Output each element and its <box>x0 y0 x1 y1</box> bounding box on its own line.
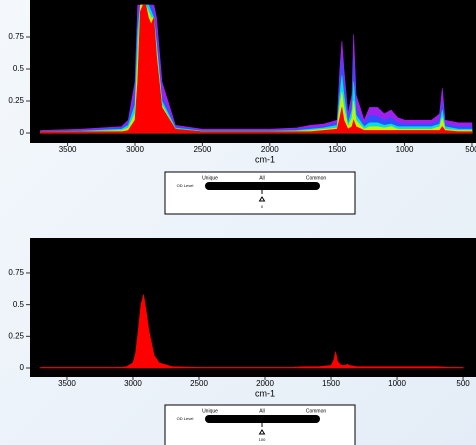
y-tick-label: 0.75 <box>8 268 24 277</box>
x-tick-label: 3500 <box>58 379 76 388</box>
scale-label: All <box>259 408 265 414</box>
scale-label: Unique <box>202 408 218 414</box>
od-label: OD Level <box>177 416 194 421</box>
spectra <box>40 294 464 369</box>
spectrum-area <box>40 4 473 134</box>
x-axis-label: cm-1 <box>255 154 275 164</box>
x-tick-label: 3000 <box>126 145 144 154</box>
x-tick-label: 1500 <box>322 379 340 388</box>
plot-area <box>30 238 476 377</box>
x-tick-label: 2000 <box>261 145 279 154</box>
x-tick-label: 2500 <box>193 145 211 154</box>
y-tick-label: 0.5 <box>13 300 25 309</box>
y-tick-label: 0.25 <box>8 96 24 105</box>
od-value: 100 <box>259 437 266 442</box>
y-tick-label: 0.75 <box>8 32 24 41</box>
x-tick-label: 1000 <box>388 379 406 388</box>
od-slider-panel <box>164 171 356 215</box>
x-axis-label: cm-1 <box>255 388 275 398</box>
od-slider-panel <box>164 404 356 445</box>
slider-thumb[interactable] <box>258 429 266 435</box>
x-tick-label: 500 <box>456 379 470 388</box>
slider-thumb[interactable] <box>258 196 266 202</box>
x-tick-label: 1000 <box>396 145 414 154</box>
od-value: 0 <box>261 204 264 209</box>
spectrum-area <box>40 294 464 369</box>
od-label: OD Level <box>177 183 194 188</box>
x-tick-label: 3000 <box>124 379 142 388</box>
x-tick-label: 500 <box>465 145 476 154</box>
x-tick-label: 1500 <box>328 145 346 154</box>
x-tick-label: 3500 <box>59 145 77 154</box>
scale-label: Unique <box>202 175 218 181</box>
scale-label: Common <box>306 408 327 414</box>
y-tick-label: 0 <box>20 363 25 372</box>
y-tick-label: 0 <box>20 128 25 137</box>
spectra <box>40 4 473 134</box>
y-tick-label: 0.25 <box>8 331 24 340</box>
y-tick-label: 0.5 <box>13 64 25 73</box>
x-tick-label: 2500 <box>190 379 208 388</box>
scale-label: All <box>259 175 265 181</box>
x-tick-label: 2000 <box>256 379 274 388</box>
scale-label: Common <box>306 175 327 181</box>
